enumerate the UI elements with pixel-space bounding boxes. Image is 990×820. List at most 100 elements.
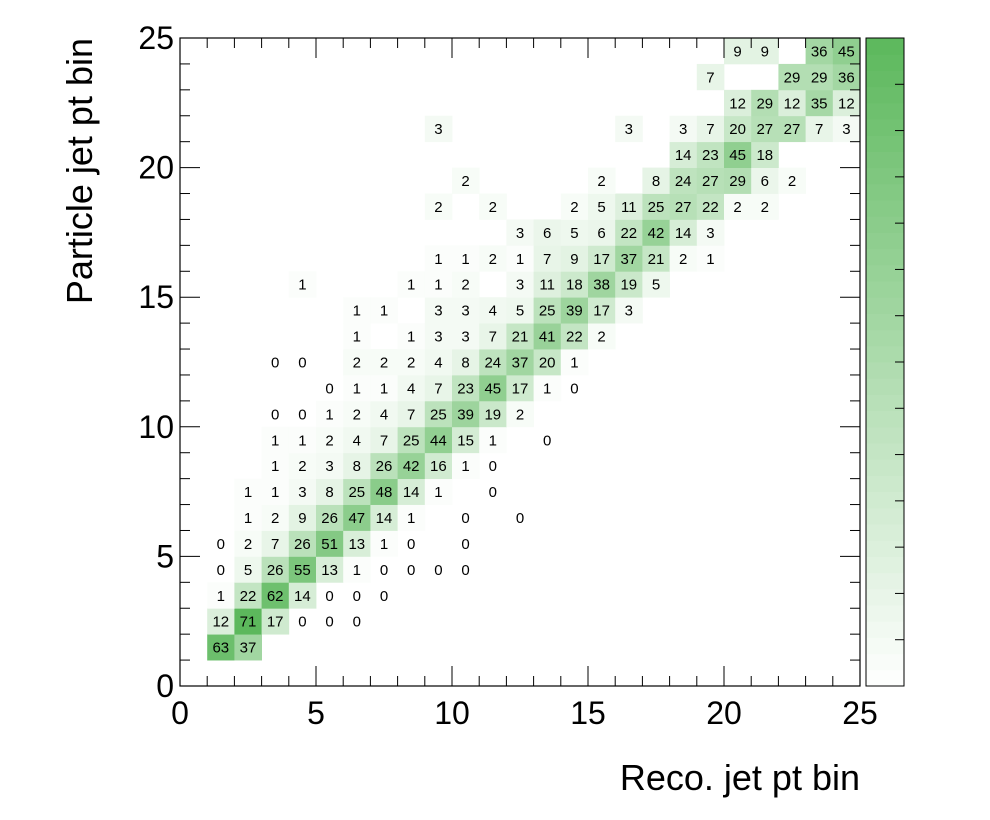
colorbar-segment xyxy=(866,588,904,606)
heatmap-cell xyxy=(669,141,698,168)
colorbar-segment xyxy=(866,135,904,152)
cell-value-label: 37 xyxy=(512,355,529,372)
cell-value-label: 6 xyxy=(597,225,605,242)
cell-value-label: 3 xyxy=(461,329,469,346)
cell-value-label: 3 xyxy=(679,121,687,138)
cell-value-label: 25 xyxy=(648,199,665,216)
heatmap-cell xyxy=(696,219,725,246)
heatmap-cell xyxy=(479,297,507,324)
cell-value-label: 0 xyxy=(489,484,497,501)
cell-value-label: 13 xyxy=(348,536,365,553)
colorbar-segment xyxy=(866,378,904,395)
cell-value-label: 7 xyxy=(489,329,497,346)
cell-value-label: 1 xyxy=(407,277,415,294)
heatmap-cell xyxy=(560,193,589,220)
heatmap-cell xyxy=(261,452,290,480)
heatmap-cell xyxy=(316,556,344,583)
cell-value-label: 1 xyxy=(244,510,252,527)
heatmap-cell xyxy=(615,219,643,246)
heatmap-cell xyxy=(261,504,290,531)
cell-value-label: 5 xyxy=(244,562,252,579)
cell-value-label: 0 xyxy=(353,588,361,605)
colorbar-segment xyxy=(866,216,904,233)
cell-value-label: 8 xyxy=(353,458,361,475)
heatmap-cell xyxy=(588,297,616,324)
heatmap-cell xyxy=(506,374,534,402)
heatmap-cell xyxy=(234,504,262,531)
heatmap-cell xyxy=(343,297,371,324)
cell-value-label: 2 xyxy=(271,510,279,527)
heatmap-cell xyxy=(615,271,643,298)
heatmap-cell xyxy=(778,167,806,194)
cell-value-label: 0 xyxy=(271,406,279,423)
heatmap-cell xyxy=(832,38,861,65)
heatmap-cell xyxy=(778,63,806,91)
heatmap-cell xyxy=(506,245,534,272)
cell-value-label: 26 xyxy=(294,536,311,553)
heatmap-cell xyxy=(669,167,698,194)
cell-value-label: 1 xyxy=(380,380,388,397)
heatmap-cell xyxy=(343,323,371,350)
cell-value-label: 1 xyxy=(271,484,279,501)
colorbar-segment xyxy=(866,167,904,185)
cell-value-label: 42 xyxy=(648,225,665,242)
cell-value-label: 2 xyxy=(733,199,741,216)
cell-value-label: 3 xyxy=(325,458,333,475)
heatmap-cell xyxy=(397,478,426,505)
heatmap-cell xyxy=(669,193,698,220)
heatmap-cell xyxy=(533,271,562,298)
heatmap-cell xyxy=(424,374,453,402)
x-tick-label: 20 xyxy=(706,695,742,731)
cell-value-label: 36 xyxy=(838,69,855,86)
heatmap-cell xyxy=(452,426,480,454)
colorbar-segment xyxy=(866,621,904,638)
cell-value-label: 12 xyxy=(212,614,229,631)
cell-value-label: 23 xyxy=(457,380,474,397)
heatmap-cell xyxy=(832,63,861,91)
cell-value-label: 0 xyxy=(570,380,578,397)
heatmap-cell xyxy=(615,193,643,220)
cell-value-label: 11 xyxy=(539,277,555,294)
heatmap-cell xyxy=(261,556,290,583)
heatmap-cell xyxy=(588,271,616,298)
heatmap-cell xyxy=(696,63,725,91)
colorbar-segment xyxy=(866,70,904,88)
heatmap-cell xyxy=(424,400,453,428)
cell-value-label: 29 xyxy=(784,69,801,86)
heatmap-cell xyxy=(533,323,562,350)
heatmap-cell xyxy=(397,323,426,350)
cell-value-label: 25 xyxy=(348,484,365,501)
cell-value-label: 2 xyxy=(434,199,442,216)
cell-value-label: 7 xyxy=(815,121,823,138)
heatmap-cell xyxy=(452,349,480,376)
cell-value-label: 37 xyxy=(620,251,637,268)
cell-value-label: 17 xyxy=(593,251,610,268)
cell-value-label: 71 xyxy=(240,614,257,631)
heatmap-cell xyxy=(452,374,480,402)
x-tick-label: 15 xyxy=(570,695,606,731)
cell-value-label: 14 xyxy=(376,510,393,527)
heatmap-cell xyxy=(452,245,480,272)
heatmap-cell xyxy=(615,245,643,272)
heatmap-cell xyxy=(724,38,752,65)
colorbar-segment xyxy=(866,507,904,525)
heatmap-cell xyxy=(479,400,507,428)
cell-value-label: 1 xyxy=(298,277,306,294)
cell-value-label: 1 xyxy=(434,277,442,294)
heatmap-cell xyxy=(424,349,453,376)
colorbar-segment xyxy=(866,556,904,574)
cell-value-label: 14 xyxy=(675,225,692,242)
heatmap-cell xyxy=(261,608,290,635)
cell-value-label: 63 xyxy=(212,640,229,657)
heatmap-cell xyxy=(234,556,262,583)
heatmap-cell xyxy=(560,297,589,324)
colorbar-segment xyxy=(866,491,904,509)
heatmap-cell xyxy=(207,582,235,609)
cell-value-label: 48 xyxy=(376,484,393,501)
heatmap-cell xyxy=(343,400,371,428)
heatmap-cell xyxy=(288,556,317,583)
cell-value-label: 1 xyxy=(271,458,279,475)
cell-value-label: 13 xyxy=(321,562,338,579)
heatmap-cell xyxy=(832,115,861,143)
heatmap-cell xyxy=(479,323,507,350)
